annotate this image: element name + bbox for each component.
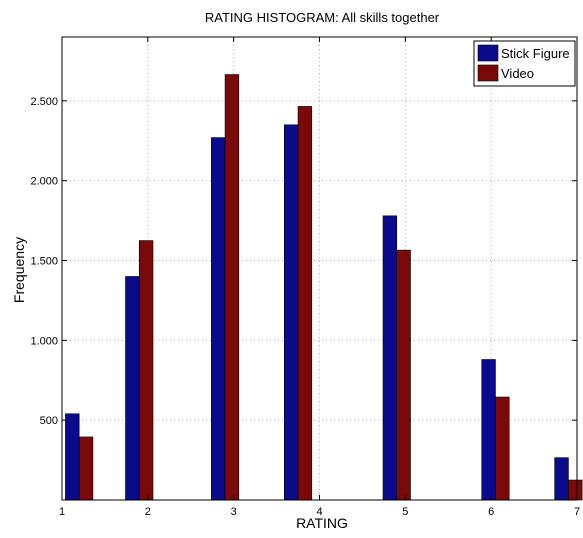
bar-stick-figure: [481, 359, 496, 501]
legend-swatch: [477, 44, 499, 62]
x-tick-label: 3: [231, 506, 237, 518]
bar-stick-figure: [211, 137, 226, 501]
y-tick-label: 2.500: [30, 96, 58, 108]
bar-stick-figure: [382, 215, 398, 501]
x-tick-label: 4: [316, 506, 322, 518]
y-tick-label: 1.500: [30, 256, 58, 268]
legend: Stick Figure Video: [473, 40, 576, 87]
bar-video: [568, 479, 583, 501]
x-tick-label: 6: [488, 506, 494, 518]
x-tick-label: 5: [402, 506, 408, 518]
x-tick-label: 1: [59, 506, 65, 518]
y-tick-label: 1.000: [30, 335, 58, 347]
bar-video: [495, 396, 510, 501]
bar-video: [78, 436, 94, 501]
bar-stick-figure: [554, 457, 569, 501]
legend-label: Stick Figure: [501, 46, 570, 61]
bar-video: [224, 74, 240, 501]
bar-stick-figure: [284, 124, 299, 501]
ticks: 1 2 3 4 5 6 7 500 1.000 1.500 2.000 2.500: [30, 37, 580, 518]
legend-label: Video: [501, 66, 534, 81]
bar-stick-figure: [65, 413, 80, 501]
bar-video: [396, 249, 411, 501]
chart-title: RATING HISTOGRAM: All skills together: [205, 10, 440, 25]
bar-video: [297, 106, 313, 501]
y-tick-label: 2.000: [30, 176, 58, 188]
x-axis-label: RATING: [296, 515, 348, 531]
x-tick-label: 2: [145, 506, 151, 518]
bar-video: [138, 240, 154, 501]
legend-swatch: [477, 64, 499, 82]
bar-stick-figure: [125, 276, 140, 501]
bars: [65, 74, 583, 501]
x-tick-label: 7: [574, 506, 580, 518]
y-axis-label: Frequency: [11, 237, 27, 303]
y-tick-label: 500: [40, 415, 58, 427]
